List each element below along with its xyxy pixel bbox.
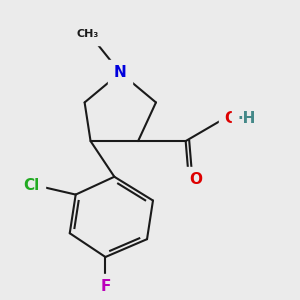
Text: N: N xyxy=(114,65,127,80)
Text: CH₃: CH₃ xyxy=(76,29,99,39)
Text: O: O xyxy=(190,172,202,187)
Text: Cl: Cl xyxy=(23,178,39,193)
Text: F: F xyxy=(100,279,111,294)
Text: O: O xyxy=(224,111,237,126)
Text: ·H: ·H xyxy=(238,111,256,126)
